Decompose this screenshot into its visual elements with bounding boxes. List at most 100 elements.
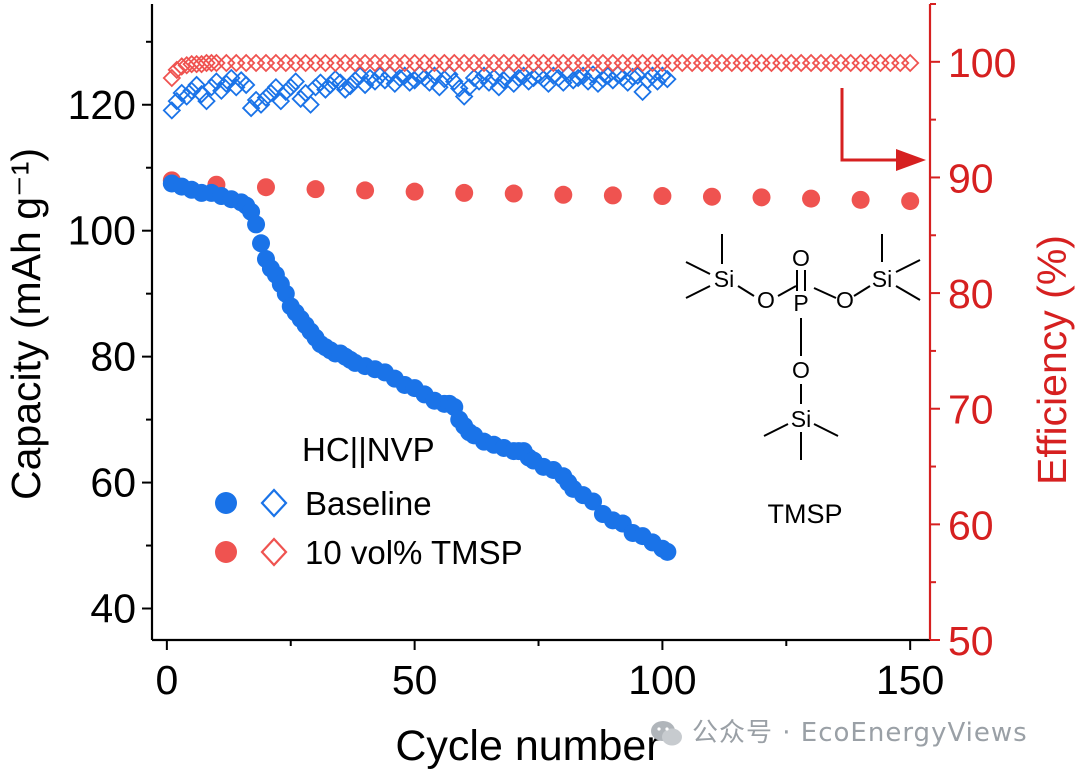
data-point — [831, 53, 851, 73]
data-point — [772, 53, 791, 73]
tmsp-capacity-series — [162, 171, 920, 211]
data-point — [356, 181, 375, 200]
data-point — [504, 74, 524, 94]
data-point — [504, 53, 524, 73]
data-point — [484, 53, 504, 73]
data-point — [554, 185, 573, 204]
data-point — [316, 53, 335, 73]
data-point — [251, 95, 271, 114]
y2-tick-label: 60 — [948, 502, 994, 548]
data-point — [256, 53, 276, 73]
data-point — [563, 71, 583, 90]
data-point — [455, 183, 474, 202]
y-tick-label: 80 — [90, 334, 136, 380]
data-point — [405, 53, 424, 73]
data-point — [226, 53, 246, 73]
data-point — [385, 74, 405, 94]
data-point — [410, 65, 429, 84]
data-point — [464, 68, 484, 88]
data-point — [440, 65, 459, 84]
data-point — [415, 53, 434, 73]
y2-tick-label: 100 — [948, 40, 1016, 86]
data-point — [692, 53, 712, 73]
data-point — [623, 67, 642, 87]
data-point — [663, 53, 682, 73]
data-point — [430, 77, 449, 97]
data-point — [811, 53, 831, 73]
data-point — [435, 69, 454, 89]
data-point — [588, 74, 608, 94]
data-point — [286, 72, 305, 91]
axis-ticks: 0 50 100 150 40 60 80 100 120 50 60 70 80 90 100 — [68, 3, 1016, 703]
data-point — [484, 68, 504, 88]
data-point — [509, 68, 528, 88]
data-point — [217, 74, 236, 94]
y2-tick-label: 70 — [948, 387, 994, 433]
data-point — [534, 53, 553, 73]
atom-p: P — [793, 290, 808, 316]
data-point — [489, 77, 509, 97]
data-point — [474, 66, 494, 85]
data-point — [405, 182, 424, 201]
data-point — [554, 53, 573, 73]
data-point — [464, 53, 484, 73]
data-point — [212, 81, 231, 101]
data-point — [702, 187, 721, 206]
data-point — [554, 73, 573, 92]
data-point — [881, 53, 900, 73]
data-point — [890, 53, 910, 73]
data-point — [360, 68, 380, 88]
data-point — [400, 73, 419, 92]
data-point — [296, 53, 315, 73]
data-point — [871, 53, 890, 73]
x-tick-label: 150 — [876, 657, 944, 703]
data-point — [162, 68, 182, 88]
y2-tick-label: 80 — [948, 271, 994, 317]
x-tick-label: 50 — [392, 657, 438, 703]
atom-si-bottom: Si — [791, 406, 811, 432]
data-point — [603, 186, 622, 205]
data-point — [167, 60, 187, 80]
y-tick-label: 100 — [68, 208, 136, 254]
atom-si-right: Si — [872, 266, 892, 292]
data-point — [752, 53, 771, 73]
watermark: 公众号 · EcoEnergyViews — [650, 712, 1028, 749]
data-point — [345, 71, 365, 90]
data-point — [281, 77, 301, 97]
data-point — [266, 77, 286, 97]
data-point — [752, 188, 771, 207]
data-point — [791, 53, 811, 73]
data-point — [256, 88, 276, 107]
data-point — [851, 190, 870, 209]
watermark-text: 公众号 · EcoEnergyViews — [692, 718, 1028, 748]
data-point — [821, 53, 841, 73]
data-point — [544, 66, 563, 85]
data-point — [499, 65, 519, 84]
data-point — [722, 53, 742, 73]
legend: HC||NVP Baseline 10 vol% TMSP — [215, 431, 523, 571]
data-point — [801, 53, 821, 73]
baseline-efficiency-series — [162, 65, 677, 120]
data-point — [578, 72, 598, 91]
data-point — [405, 71, 424, 90]
data-point — [901, 192, 920, 211]
tmsp-molecule-atoms: Si O O P O Si O Si — [714, 245, 892, 432]
data-point — [306, 53, 325, 73]
data-point — [316, 80, 335, 99]
data-point — [672, 53, 692, 73]
data-point — [266, 53, 286, 73]
x-axis-label: Cycle number — [395, 722, 660, 770]
data-point — [355, 75, 375, 95]
data-point — [702, 53, 722, 73]
data-point — [350, 66, 370, 85]
data-point — [608, 65, 628, 84]
molecule-label: TMSP — [767, 499, 842, 529]
data-point — [167, 91, 187, 111]
data-point — [365, 72, 385, 91]
data-point — [802, 189, 821, 208]
data-point — [207, 53, 226, 73]
data-point — [321, 75, 340, 95]
atom-o-right: O — [836, 287, 854, 313]
data-point — [177, 87, 196, 106]
data-point — [236, 75, 256, 95]
